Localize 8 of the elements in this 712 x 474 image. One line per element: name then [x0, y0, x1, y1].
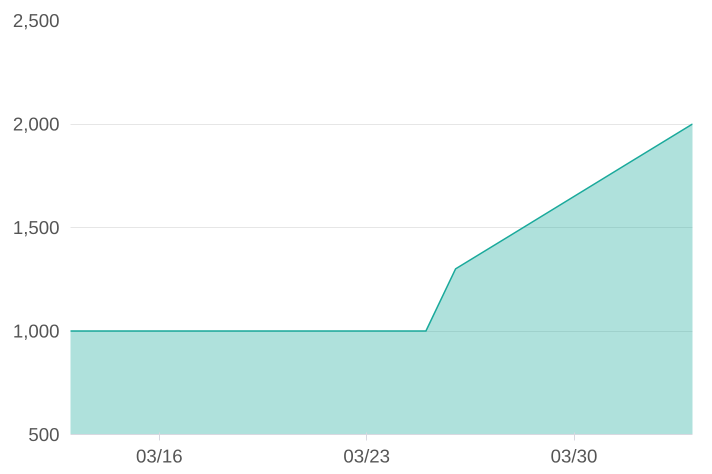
x-tick-label: 03/23: [343, 446, 390, 466]
x-tick-label: 03/30: [550, 446, 598, 466]
y-tick-label: 1,500: [12, 217, 60, 238]
y-tick-label: 1,000: [12, 320, 60, 342]
y-tick-label: 500: [28, 424, 60, 445]
y-tick-label: 2,500: [12, 10, 60, 31]
y-tick-label: 2,000: [12, 114, 60, 134]
x-tick-label: 03/16: [136, 446, 183, 466]
